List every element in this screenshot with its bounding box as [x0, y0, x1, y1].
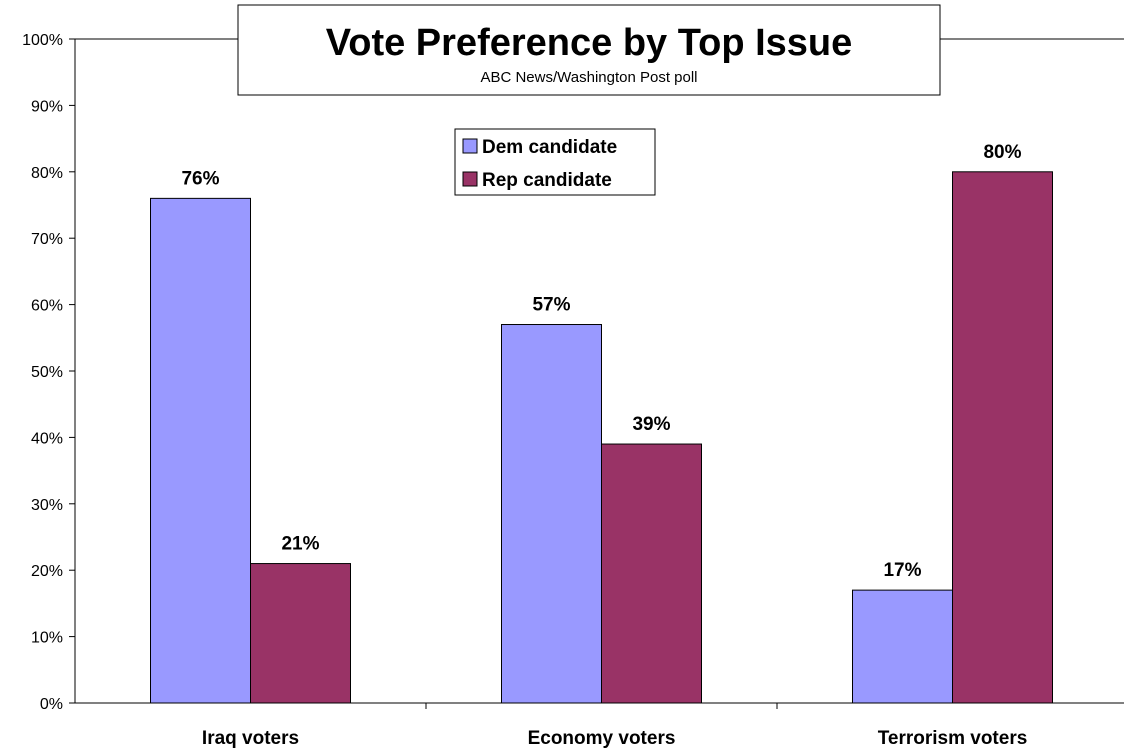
bar-dem	[852, 589, 953, 704]
chart-subtitle: ABC News/Washington Post poll	[480, 69, 697, 86]
bar-value-label: 17%	[883, 560, 921, 581]
y-tick-label: 50%	[31, 364, 63, 381]
y-tick-label: 10%	[31, 630, 63, 647]
chart-title: Vote Preference by Top Issue	[326, 22, 853, 64]
y-tick-label: 100%	[22, 32, 63, 49]
x-category-label: Economy voters	[528, 728, 676, 749]
legend-swatch-dem	[462, 138, 478, 154]
legend-label-dem: Dem candidate	[482, 137, 617, 158]
y-tick-label: 90%	[31, 98, 63, 115]
y-tick-label: 0%	[40, 696, 63, 713]
legend-swatch-rep	[462, 171, 478, 187]
data-labels: 76% 57% 17% 21% 39% 80%	[181, 142, 1021, 581]
y-tick-label: 30%	[31, 497, 63, 514]
bar-value-label: 76%	[181, 168, 219, 189]
legend-label-rep: Rep candidate	[482, 170, 612, 191]
x-category-label: Iraq voters	[202, 728, 299, 749]
bar-rep	[952, 171, 1053, 704]
title-box: Vote Preference by Top Issue ABC News/Wa…	[237, 4, 941, 96]
y-tick-label: 20%	[31, 563, 63, 580]
bar-value-label: 21%	[281, 534, 319, 555]
y-tick-label: 60%	[31, 298, 63, 315]
legend: Dem candidate Rep candidate	[454, 128, 656, 196]
y-tick-label: 80%	[31, 165, 63, 182]
bar-rep	[601, 443, 702, 704]
y-tick-label: 40%	[31, 430, 63, 447]
axes: 0% 10% 20% 30% 40% 50% 60% 70% 80% 90% 100% Iraq vo…	[22, 32, 1124, 749]
bar-value-label: 39%	[632, 414, 670, 435]
bars	[150, 171, 1053, 704]
bar-value-label: 57%	[532, 295, 570, 316]
x-category-label: Terrorism voters	[878, 728, 1028, 749]
bar-dem	[150, 197, 251, 704]
bar-rep	[250, 563, 351, 704]
bar-value-label: 80%	[983, 142, 1021, 163]
y-tick-label: 70%	[31, 231, 63, 248]
bar-dem	[501, 324, 602, 704]
